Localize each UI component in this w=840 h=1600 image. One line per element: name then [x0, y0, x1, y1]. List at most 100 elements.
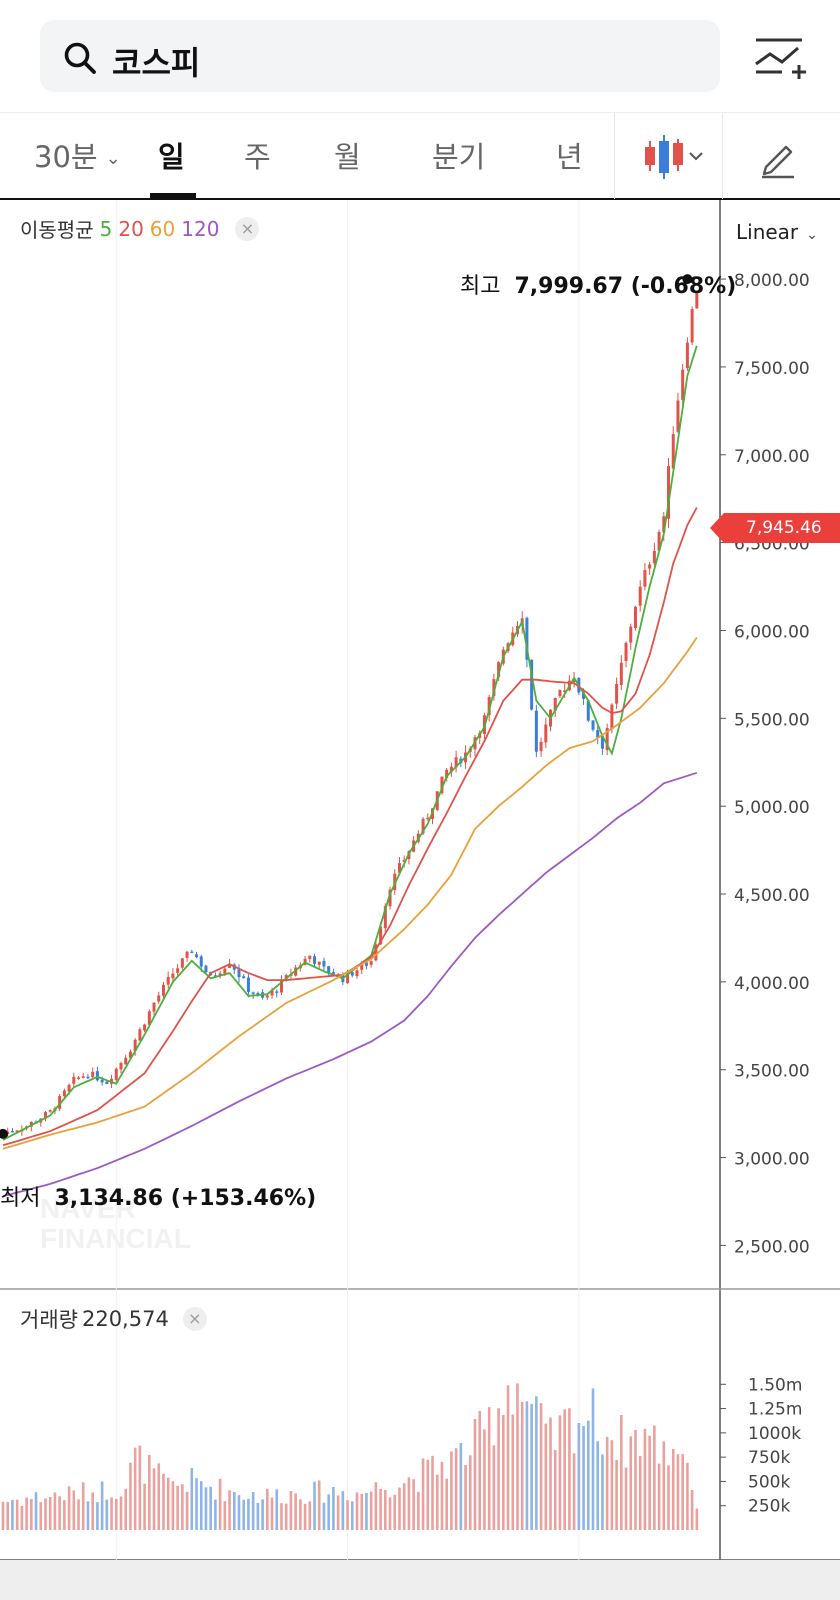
candle-body [638, 586, 642, 606]
candle-body [393, 873, 397, 890]
volume-bar [468, 1455, 472, 1530]
scale-dropdown[interactable]: Linear ⌄ [736, 220, 818, 244]
tab-month[interactable]: 월 [334, 140, 361, 174]
candle-body [652, 551, 656, 564]
volume-bar [48, 1497, 52, 1530]
volume-bar [605, 1436, 609, 1530]
volume-bar [620, 1414, 623, 1530]
volume-bar [525, 1401, 529, 1530]
moving-average-ma20-line [2, 507, 698, 1147]
volume-bar [237, 1495, 241, 1530]
volume-bar [332, 1486, 335, 1530]
volume-bar [15, 1499, 19, 1530]
candle-body [246, 977, 250, 992]
volume-bar [266, 1488, 269, 1530]
volume-bar [58, 1496, 61, 1530]
volume-bar [261, 1499, 264, 1530]
volume-bar [690, 1489, 694, 1530]
volume-bar [181, 1484, 184, 1530]
volume-bar [643, 1428, 647, 1530]
candle-body [695, 292, 699, 309]
volume-bar [204, 1487, 208, 1530]
volume-bar [379, 1488, 382, 1530]
candle-body [379, 926, 383, 945]
volume-bar [563, 1409, 566, 1530]
candle-body [397, 863, 401, 873]
chart-add-icon[interactable] [752, 36, 808, 82]
candle-body [487, 697, 491, 716]
volume-bar [601, 1454, 604, 1530]
tab-30min[interactable]: 30분 ⌄ [34, 140, 121, 174]
volume-bar [105, 1499, 109, 1530]
low-marker [0, 1128, 8, 1139]
candle-body [426, 817, 430, 820]
volume-bar [143, 1483, 146, 1530]
pencil-icon[interactable] [758, 137, 798, 179]
volume-bar [289, 1490, 293, 1530]
candle-body [671, 434, 675, 469]
volume-bar [270, 1497, 274, 1530]
candle-body [553, 697, 557, 711]
volume-bar [492, 1445, 496, 1530]
volume-bar [657, 1463, 661, 1530]
candle-body [327, 966, 331, 974]
candle-body [360, 963, 364, 970]
volume-bar [681, 1454, 684, 1530]
volume-bar [214, 1499, 217, 1530]
volume-bar [176, 1485, 179, 1530]
candle-body [199, 956, 203, 967]
candle-body [690, 309, 694, 343]
search-query[interactable]: 코스피 [112, 44, 201, 82]
volume-bar [110, 1497, 113, 1530]
tab-year[interactable]: 년 [556, 140, 583, 174]
volume-bar [638, 1456, 642, 1530]
close-icon[interactable]: × [235, 216, 260, 241]
volume-bar [81, 1482, 85, 1530]
candle-body [454, 757, 458, 768]
stock-chart[interactable]: NAVER FINANCIAL 2,500.00 3,000.00 3,500.00 4,… [0, 200, 840, 1600]
volume-bar [242, 1499, 246, 1530]
volume-bar [138, 1445, 142, 1530]
volume-bar [185, 1491, 189, 1530]
candle-body [388, 889, 392, 907]
candle-body [166, 977, 170, 985]
volume-bar [686, 1462, 689, 1530]
volume-bar [30, 1498, 33, 1530]
candle-body [667, 466, 671, 519]
volume-bar [502, 1415, 505, 1530]
candle-body [497, 662, 501, 678]
tab-week[interactable]: 주 [244, 140, 271, 174]
volume-bar [86, 1501, 90, 1530]
candle-body [143, 1024, 147, 1031]
volume-bar [114, 1498, 118, 1530]
candle-body [157, 995, 161, 1002]
volume-tick-label: 1.50m [748, 1375, 802, 1395]
candle-style-icon[interactable] [640, 133, 710, 183]
close-icon[interactable]: × [182, 1307, 207, 1331]
search-bar[interactable]: 코스피 [40, 20, 720, 92]
volume-title: 거래량 [20, 1308, 78, 1332]
volume-bar [317, 1480, 321, 1530]
tab-quarter[interactable]: 분기 [432, 140, 486, 174]
volume-bar [435, 1474, 439, 1530]
volume-value: 220,574 [81, 1307, 169, 1331]
ma-legend-title: 이동평균 [20, 218, 94, 242]
volume-bar [464, 1464, 467, 1530]
candle-body [681, 369, 685, 400]
candle-body [605, 728, 609, 751]
volume-bar [695, 1508, 699, 1530]
ma-5-label: 5 [99, 216, 113, 241]
candle-body [539, 741, 543, 752]
volume-bar [671, 1448, 675, 1530]
tab-day[interactable]: 일 [158, 140, 185, 174]
high-annotation: 최고 7,999.67 (-0.68%) [460, 274, 737, 299]
volume-bar [322, 1502, 326, 1530]
candle-body [152, 1002, 156, 1012]
candle-body [449, 766, 453, 772]
candle-body [624, 642, 628, 661]
volume-bar [365, 1492, 368, 1530]
candle-body [572, 678, 576, 683]
candle-body [643, 570, 647, 587]
candle-body [492, 679, 496, 697]
